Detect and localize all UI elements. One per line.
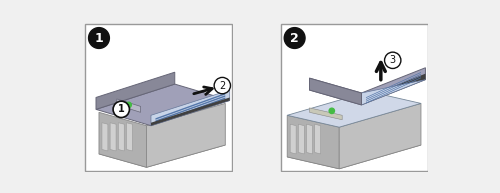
Text: 2: 2	[290, 31, 299, 45]
Circle shape	[113, 101, 130, 118]
FancyBboxPatch shape	[280, 24, 428, 171]
Polygon shape	[339, 103, 421, 169]
Circle shape	[284, 28, 305, 48]
Polygon shape	[287, 91, 421, 127]
Text: 1: 1	[94, 31, 104, 45]
Circle shape	[126, 102, 132, 108]
Polygon shape	[156, 95, 226, 122]
Polygon shape	[366, 76, 421, 102]
Circle shape	[214, 77, 230, 94]
Text: 3: 3	[390, 55, 396, 65]
Circle shape	[384, 52, 401, 69]
Polygon shape	[151, 97, 230, 126]
Polygon shape	[156, 93, 226, 120]
Polygon shape	[310, 78, 362, 105]
Polygon shape	[366, 72, 421, 98]
Polygon shape	[102, 123, 108, 151]
Text: 2: 2	[219, 80, 226, 91]
Polygon shape	[310, 108, 342, 120]
Polygon shape	[287, 133, 421, 169]
Polygon shape	[99, 132, 226, 167]
Polygon shape	[110, 123, 116, 151]
Circle shape	[88, 28, 110, 48]
Polygon shape	[151, 90, 230, 126]
Polygon shape	[366, 74, 421, 100]
FancyBboxPatch shape	[85, 24, 232, 171]
Polygon shape	[96, 72, 175, 109]
Polygon shape	[310, 68, 426, 105]
Polygon shape	[314, 124, 320, 154]
Polygon shape	[306, 124, 312, 154]
Polygon shape	[362, 80, 426, 105]
Polygon shape	[126, 123, 132, 151]
Polygon shape	[362, 74, 426, 105]
Polygon shape	[118, 123, 124, 151]
Polygon shape	[146, 103, 226, 167]
Polygon shape	[96, 84, 230, 126]
Polygon shape	[298, 124, 304, 154]
Polygon shape	[117, 99, 140, 112]
Polygon shape	[99, 112, 146, 167]
Polygon shape	[290, 124, 296, 154]
Polygon shape	[366, 77, 421, 103]
Text: 1: 1	[118, 104, 124, 114]
Circle shape	[329, 108, 334, 113]
Polygon shape	[156, 97, 226, 124]
Polygon shape	[287, 115, 339, 169]
